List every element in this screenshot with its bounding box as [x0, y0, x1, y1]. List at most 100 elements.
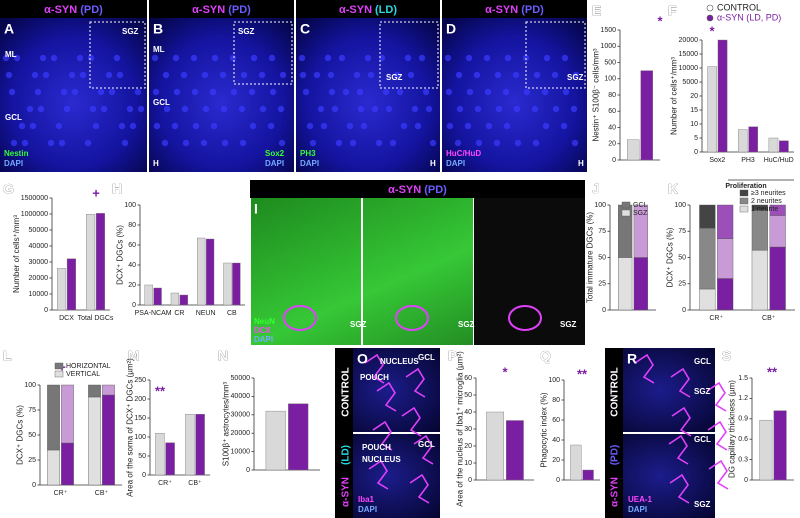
y-tick-label: 10000 [29, 291, 49, 298]
bar [155, 433, 165, 476]
bar [66, 258, 76, 311]
nucleus [191, 88, 199, 96]
nucleus [504, 54, 512, 62]
nucleus [561, 54, 569, 62]
y-tick-label: 75 [678, 228, 686, 235]
nucleus [454, 139, 462, 147]
nucleus [455, 71, 463, 79]
bar-segment [751, 204, 768, 211]
bar-segment [61, 384, 74, 444]
x-tick-label: CB [227, 310, 237, 317]
panel-letter: I [254, 201, 258, 217]
nucleus [249, 122, 257, 130]
bar [773, 410, 787, 481]
y-tick-label: 20 [128, 282, 136, 289]
y-tick-label: 20000 [29, 275, 49, 282]
x-tick-label: CR⁺ [54, 490, 68, 497]
bar [153, 287, 162, 306]
y-tick-label: 10000 [231, 448, 251, 455]
nucleus [230, 88, 238, 96]
y-axis-label: DCX⁺ DGCs (%) [115, 225, 124, 285]
image-label: H [578, 159, 584, 168]
nucleus [277, 105, 285, 113]
y-axis-label: Nestin⁺ S100β⁻ cells/mm³ [592, 48, 601, 141]
nucleus [570, 105, 578, 113]
panel-header [442, 0, 587, 18]
nucleus [425, 105, 433, 113]
label-strip [605, 348, 623, 518]
nucleus [220, 105, 228, 113]
nucleus [382, 88, 390, 96]
nucleus [324, 54, 332, 62]
y-tick-label: 15 [690, 107, 698, 114]
nucleus [495, 105, 503, 113]
header-part: α-SYN [339, 4, 372, 16]
annotation: * [502, 364, 508, 379]
nucleus [37, 105, 45, 113]
y-tick-label: 0 [602, 307, 606, 314]
legend-swatch [621, 201, 631, 209]
y-tick-label: 0 [744, 477, 748, 484]
image-label: PH3 [300, 149, 316, 158]
y-tick-label: 0 [612, 157, 616, 164]
y-tick-label: 80 [128, 222, 136, 229]
x-tick-label: CR [174, 310, 184, 317]
legend-swatch [54, 370, 64, 378]
bar [205, 238, 215, 306]
nucleus [163, 105, 171, 113]
panel-letter: R [627, 351, 637, 367]
bar-segment [88, 384, 101, 398]
panel-header-text: α-SYN (LD) [339, 4, 397, 16]
nucleus [118, 122, 126, 130]
nucleus [238, 105, 246, 113]
nucleus [542, 122, 550, 130]
bar-segment [47, 384, 60, 451]
y-tick-label: 60 [128, 242, 136, 249]
y-tick-label: 40 [464, 409, 472, 416]
y-axis-label: Number of cells⁺/mm³ [12, 215, 21, 293]
y-tick-label: 100 [674, 202, 686, 209]
y-tick-label: 20 [552, 457, 560, 464]
nucleus [514, 139, 522, 147]
nucleus [456, 105, 464, 113]
x-tick-label: CB⁺ [188, 480, 202, 487]
bar-segment [717, 278, 734, 311]
nucleus [513, 105, 521, 113]
y-axis-label: Area of the nucleus of Iba1⁺ microglia (… [455, 351, 464, 507]
y-axis-label: S100β⁺ astrocytes/mm³ [222, 381, 231, 466]
y-tick-label: 50000 [231, 375, 251, 382]
nucleus [560, 122, 568, 130]
process [669, 473, 690, 504]
nucleus [396, 88, 404, 96]
image-label: HuC/HuD [446, 149, 481, 158]
legend-swatch [621, 209, 631, 217]
annotation: Proliferation [725, 183, 766, 190]
process [368, 459, 389, 490]
image-label: SGZ [238, 27, 255, 36]
image-label: NUCLEUS [362, 455, 401, 464]
image-label: DAPI [446, 159, 465, 168]
nucleus [79, 71, 87, 79]
bar [195, 414, 205, 476]
nucleus [162, 71, 170, 79]
nucleus [278, 139, 286, 147]
bar [570, 444, 582, 481]
micrograph [296, 18, 440, 172]
legend-swatch [706, 4, 714, 12]
nucleus [533, 71, 541, 79]
y-axis-label: Area of the soma of DCX⁺ DGCs (µm²) [125, 358, 134, 497]
y-tick-label: 5000 [682, 79, 698, 86]
panel-letter: K [668, 181, 678, 197]
y-axis-label: DCX⁺ DGCs (%) [665, 227, 674, 287]
bar-segment [717, 238, 734, 279]
panel-letter: P [448, 348, 457, 364]
sub-image-divider [249, 198, 251, 345]
y-tick-label: 1.2 [738, 395, 748, 402]
nucleus [532, 139, 540, 147]
process [405, 367, 426, 398]
nucleus [298, 54, 306, 62]
nucleus [483, 54, 491, 62]
y-axis-label: DCX⁺ DGCs (%) [15, 405, 24, 465]
cell [508, 305, 542, 331]
cell [395, 305, 429, 331]
